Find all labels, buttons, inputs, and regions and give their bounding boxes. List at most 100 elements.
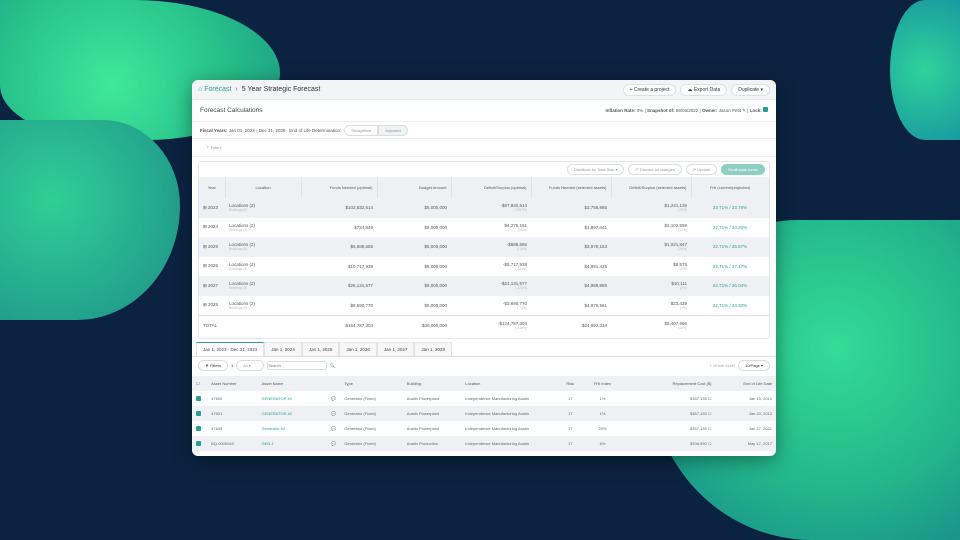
export-data-button[interactable]: ☁ Export Data — [680, 83, 728, 96]
filter-count: 1 — [230, 362, 234, 368]
asset-number: 47600 — [211, 396, 223, 401]
asset-name-link[interactable]: GENERATOR #1 — [261, 396, 293, 401]
buildings-count: Buildings (5) — [229, 286, 248, 291]
select-all-checkbox[interactable]: ☐ — [192, 376, 208, 391]
search-input[interactable] — [267, 360, 328, 370]
deficit-selected-cell: $3,102,559 — [664, 222, 687, 228]
deficit-selected-percent: (20%) — [678, 247, 687, 252]
per-page-select[interactable]: 10/Page ▾ — [737, 359, 770, 371]
forecast-table: Year Location Funds Needed (optimal) Budget… — [199, 177, 770, 336]
edit-icon[interactable]: ☐ — [707, 396, 712, 401]
year-cell: 2023 — [208, 204, 219, 210]
tab-year[interactable]: Jan 1, 2028 — [414, 342, 452, 356]
inflation-label: Inflation Rate: — [605, 108, 636, 113]
funds-needed-cell: $724,849 — [354, 224, 373, 230]
row-checkbox[interactable] — [196, 440, 201, 446]
search-icon[interactable]: 🔍 — [330, 362, 336, 368]
asset-name-link[interactable]: GENERATOR #2 — [261, 411, 293, 416]
virtual-asset-button[interactable]: + Virtual Asset — [709, 362, 735, 368]
budget-cell: $5,000,000 — [424, 224, 447, 230]
tab-year[interactable]: Jan 1, 2027 — [376, 342, 415, 356]
tab-year[interactable]: Jan 1, 2026 — [339, 342, 377, 356]
column-header[interactable]: Asset Name — [257, 376, 341, 391]
location-cell: Locations (2) — [229, 242, 256, 248]
eol-date-cell: May 17, 2017 — [747, 441, 772, 446]
expand-icon[interactable]: ⊞ — [203, 243, 207, 249]
discard-button[interactable]: ↶ Discard all changes — [628, 164, 682, 175]
column-header[interactable]: Asset Number — [207, 376, 258, 391]
eol-straightline[interactable]: Straightline — [344, 124, 379, 136]
breadcrumb-forecast[interactable]: Forecast — [204, 86, 232, 93]
edit-icon[interactable]: ☐ — [707, 411, 712, 416]
column-header[interactable]: End of Life Date — [715, 376, 776, 391]
comment-icon[interactable]: 💬 — [331, 411, 337, 416]
buildings-count: Buildings (5) — [229, 266, 248, 271]
expand-icon[interactable]: ⊞ — [203, 302, 207, 307]
table-row: ⊞ 2025 Locations (2) Buildings (5) $5,688… — [199, 237, 769, 257]
column-header[interactable]: FHI Index — [582, 376, 623, 391]
replacement-cost-cell: $357,135 — [690, 396, 707, 401]
label: Export Data — [693, 86, 721, 93]
asset-filters-button[interactable]: ▼ Filters — [198, 359, 228, 371]
lock-toggle[interactable] — [763, 107, 768, 112]
total-funds-selected: $24,592,334 — [581, 323, 607, 329]
edit-icon[interactable]: ✎ — [742, 108, 747, 113]
eol-date-cell: Jan 15, 2013 — [748, 396, 772, 401]
create-project-button[interactable]: + Create a project — [622, 83, 677, 96]
column-header[interactable]: Location — [461, 376, 559, 391]
location-cell: Locations (2) — [229, 300, 256, 306]
type-cell: Generator (Fixed) — [344, 396, 376, 401]
owner-label: Owner: — [701, 108, 718, 113]
deficit-selected-percent: (0%) — [680, 266, 687, 271]
duplicate-button[interactable]: Duplicate ▾ — [731, 83, 770, 96]
location-cell: Locations (2) — [229, 261, 256, 267]
budget-cell: $5,000,000 — [424, 205, 447, 211]
edit-icon[interactable]: ☐ — [707, 441, 712, 446]
asset-select[interactable]: All ▾ — [236, 359, 265, 371]
type-cell: Generator (Fixed) — [344, 441, 376, 446]
row-checkbox[interactable] — [196, 410, 201, 416]
risk-cell: 17 — [567, 426, 573, 431]
row-checkbox[interactable] — [196, 395, 201, 401]
asset-name-link[interactable]: Generator #4 — [261, 426, 286, 431]
comment-icon[interactable]: 💬 — [331, 441, 337, 446]
edit-icon[interactable]: ☐ — [707, 426, 712, 431]
distribute-select[interactable]: Distribute by Total Risk ▾ — [566, 164, 625, 175]
expand-icon[interactable]: ⊞ — [203, 204, 207, 210]
column-header[interactable]: Type — [340, 376, 403, 391]
budget-cell: $5,000,000 — [424, 302, 447, 308]
column-header[interactable]: Replacement Cost ($) — [622, 376, 716, 391]
deficit-selected-cell: $1,021,847 — [664, 242, 687, 248]
update-button[interactable]: ⟳ Update — [685, 164, 718, 175]
comment-icon[interactable]: 💬 — [331, 426, 337, 431]
total-budget: $30,000,000 — [421, 323, 447, 329]
expand-icon[interactable]: ⊞ — [203, 224, 207, 230]
column-header[interactable]: Building — [402, 376, 462, 391]
label: Duplicate — [738, 86, 760, 93]
tab-year[interactable]: Jan 1, 2023 - Dec 31, 2023 — [196, 342, 265, 356]
tab-year[interactable]: Jan 1, 2025 — [301, 342, 340, 356]
snapshot-value: 09/06/2022 — [675, 108, 699, 113]
eol-adjusted[interactable]: Adjusted — [378, 124, 408, 136]
column-header: Budget Amount — [377, 177, 452, 198]
label: Reallocate funds — [728, 167, 758, 172]
eol-label: End of Life Determination: — [289, 127, 342, 133]
funds-selected-cell: $4,989,889 — [584, 283, 607, 289]
filters-button[interactable]: ⊤ Filters — [206, 145, 222, 150]
asset-name-link[interactable]: GEN-1 — [261, 441, 274, 446]
table-row: ⊞ 2028 Locations (2) Buildings (5) $8,690… — [199, 296, 769, 316]
row-checkbox[interactable] — [196, 425, 201, 431]
fhi-cell: 22.71% / 24.20% — [712, 224, 748, 230]
funds-selected-cell: $3,978,153 — [584, 244, 607, 250]
home-icon: ⌂ — [198, 86, 205, 93]
buildings-count: Buildings (5) — [229, 305, 248, 310]
comment-icon[interactable]: 💬 — [331, 396, 337, 401]
expand-icon[interactable]: ⊞ — [203, 282, 207, 288]
deficit-percent: (86%) — [518, 227, 527, 232]
reallocate-button[interactable]: Reallocate funds — [721, 164, 765, 175]
tab-year[interactable]: Jan 1, 2024 — [264, 342, 302, 356]
column-header[interactable]: Risk — [558, 376, 583, 391]
fhi-cell: 22.71% / 26.04% — [712, 283, 748, 289]
expand-icon[interactable]: ⊞ — [203, 263, 207, 269]
table-row: 47649 Generator #4 💬 Generator (Fixed) Austi… — [192, 421, 776, 436]
